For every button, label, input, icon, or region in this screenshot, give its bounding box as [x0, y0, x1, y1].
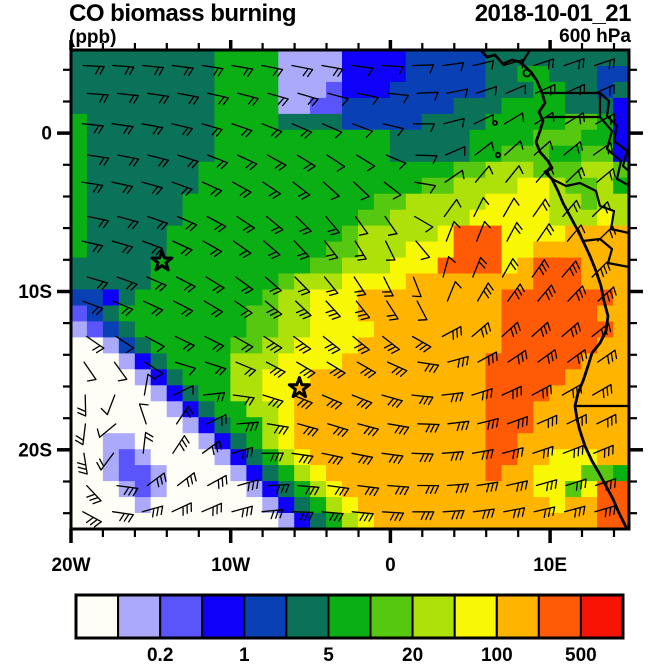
- colorbar-cell: [537, 594, 582, 639]
- colorbar-cell: [201, 594, 246, 639]
- colorbar-cell: [285, 594, 330, 639]
- x-axis-label: 0: [385, 555, 396, 576]
- axis-labels: 20W 10W 0 10E 0 10S 20S: [18, 124, 567, 576]
- colorbar-cell: [411, 594, 456, 639]
- x-axis-label: 10W: [211, 555, 250, 576]
- colorbar-cell: [453, 594, 498, 639]
- country-border: [521, 50, 531, 64]
- colorbar-cell: [159, 594, 204, 639]
- coastline: [479, 50, 629, 529]
- y-axis-label: 0: [41, 124, 52, 145]
- wind-barbs: [74, 58, 618, 528]
- contour-field: [71, 50, 629, 529]
- y-axis-label: 20S: [18, 440, 52, 461]
- colorbar-cell: [243, 594, 288, 639]
- y-axis-label: 10S: [18, 282, 52, 303]
- map-frame: [69, 48, 631, 531]
- colorbar-cell: [495, 594, 540, 639]
- colorbar-label: 1: [239, 645, 250, 666]
- x-axis-label: 10E: [533, 555, 567, 576]
- country-border: [599, 92, 629, 173]
- colorbar-label: 5: [323, 645, 334, 666]
- colorbar-label: 20: [402, 645, 423, 666]
- plot-datetime: 2018-10-01_21: [474, 0, 632, 27]
- island-outline: [522, 68, 532, 78]
- colorbar-cell: [369, 594, 414, 639]
- island-outline: [492, 120, 498, 126]
- colorbar-label: 500: [565, 645, 597, 666]
- country-border: [582, 237, 629, 269]
- plot-units-label: (ppb): [69, 27, 117, 48]
- colorbar-cell: [579, 594, 625, 639]
- star-marker: [287, 376, 311, 399]
- x-axis-label: 20W: [51, 555, 90, 576]
- country-border: [551, 178, 629, 235]
- island-outline: [494, 151, 502, 159]
- star-marker: [150, 249, 174, 272]
- country-border: [599, 116, 629, 187]
- colorbar-label: 0.2: [147, 645, 173, 666]
- colorbar-label: 100: [481, 645, 513, 666]
- colorbar: 0.2 1 5 20 100 500: [74, 593, 625, 666]
- colorbar-cell: [75, 594, 120, 639]
- colorbar-cell: [327, 594, 372, 639]
- country-border: [542, 91, 602, 119]
- axis-ticks: [57, 40, 643, 543]
- plot-level-label: 600 hPa: [559, 26, 631, 47]
- colorbar-cell: [117, 594, 162, 639]
- plot-title: CO biomass burning: [69, 0, 297, 27]
